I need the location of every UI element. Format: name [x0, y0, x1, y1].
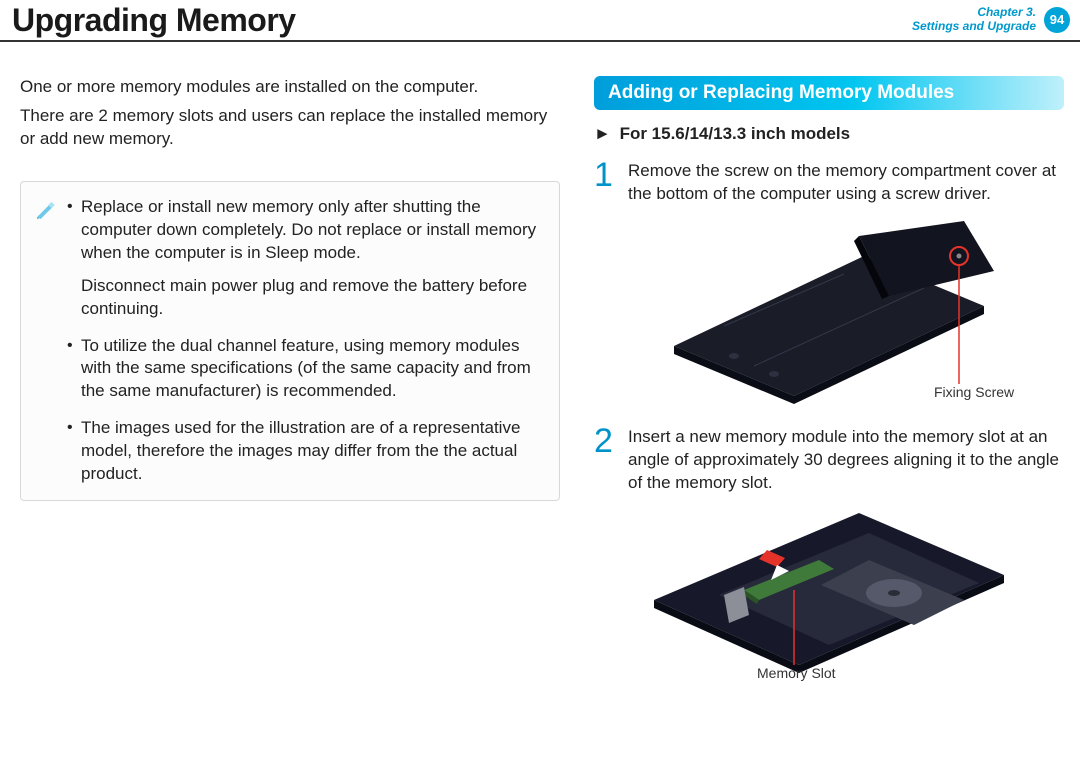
note-list: Replace or install new memory only after…: [67, 196, 545, 486]
note-box: Replace or install new memory only after…: [20, 181, 560, 501]
note-item-1: Replace or install new memory only after…: [67, 196, 545, 321]
illustration-2: [649, 505, 1009, 685]
illustration-2-wrap: Memory Slot: [649, 505, 1009, 685]
sub-header-text: For 15.6/14/13.3 inch models: [620, 124, 851, 143]
page-title: Upgrading Memory: [12, 2, 296, 39]
illustration-1: [664, 216, 994, 406]
step-2: 2 Insert a new memory module into the me…: [594, 424, 1064, 495]
step-2-text: Insert a new memory module into the memo…: [628, 424, 1064, 495]
caption-fixing-screw: Fixing Screw: [934, 384, 1014, 400]
note-item-2: To utilize the dual channel feature, usi…: [67, 335, 545, 404]
right-column: Adding or Replacing Memory Modules ► For…: [594, 76, 1064, 691]
note-icon: [35, 198, 57, 220]
chapter-line1: Chapter 3.: [912, 6, 1036, 20]
intro-p2: There are 2 memory slots and users can r…: [20, 105, 560, 151]
note-item-3: The images used for the illustration are…: [67, 417, 545, 486]
step-2-number: 2: [594, 424, 618, 458]
header-right: Chapter 3. Settings and Upgrade 94: [912, 2, 1070, 34]
step-1: 1 Remove the screw on the memory compart…: [594, 158, 1064, 206]
chapter-label: Chapter 3. Settings and Upgrade: [912, 6, 1036, 34]
intro-text: One or more memory modules are installed…: [20, 76, 560, 151]
step-1-number: 1: [594, 158, 618, 192]
sub-header: ► For 15.6/14/13.3 inch models: [594, 124, 1064, 144]
note-1b: Disconnect main power plug and remove th…: [81, 275, 545, 321]
step-1-text: Remove the screw on the memory compartme…: [628, 158, 1064, 206]
section-header: Adding or Replacing Memory Modules: [594, 76, 1064, 110]
illustration-1-wrap: Fixing Screw: [664, 216, 994, 406]
note-1a: Replace or install new memory only after…: [81, 197, 536, 262]
intro-p1: One or more memory modules are installed…: [20, 76, 560, 99]
page-number-badge: 94: [1044, 7, 1070, 33]
left-column: One or more memory modules are installed…: [20, 76, 560, 691]
page-header: Upgrading Memory Chapter 3. Settings and…: [0, 0, 1080, 42]
content-columns: One or more memory modules are installed…: [0, 42, 1080, 691]
arrow-icon: ►: [594, 124, 611, 143]
chapter-line2: Settings and Upgrade: [912, 20, 1036, 34]
caption-memory-slot: Memory Slot: [757, 665, 836, 681]
